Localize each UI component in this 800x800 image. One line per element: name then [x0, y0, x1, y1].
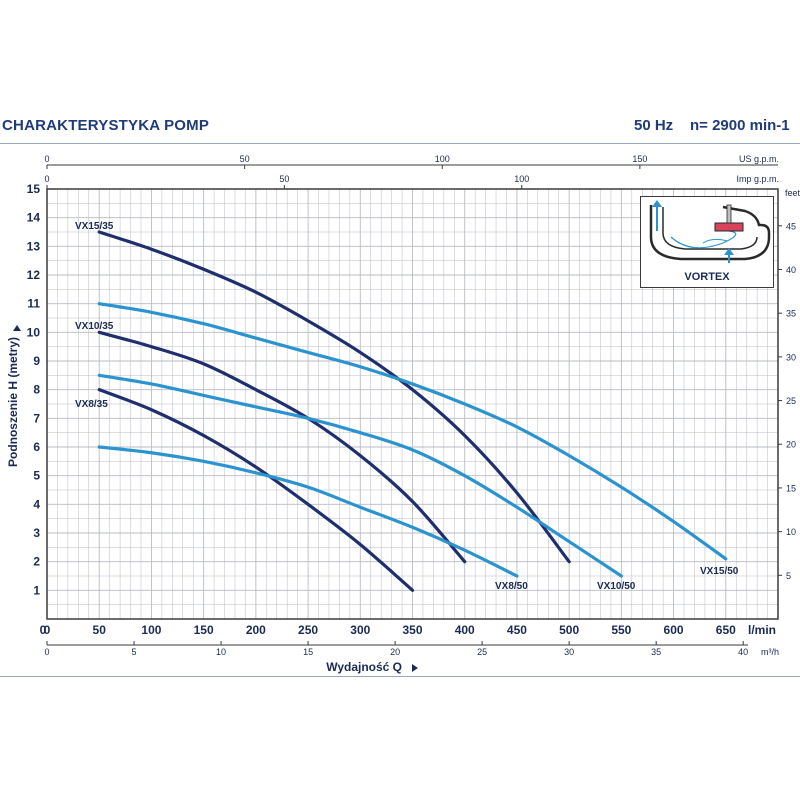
x-tick-label: 600: [664, 623, 684, 637]
x-tick-label: 650: [716, 623, 736, 637]
us-gpm-tick-label: 150: [632, 154, 647, 164]
grid-lines: [46, 188, 779, 620]
footer-rule: [0, 676, 800, 677]
y-tick-label: 2: [33, 555, 40, 569]
curve-vx10-50: [97, 373, 623, 578]
x-tick-label: 0: [44, 623, 51, 637]
imp-gpm-tick-label: 50: [279, 174, 289, 184]
m3h-tick-label: 15: [303, 647, 313, 657]
m3h-tick-label: 40: [738, 647, 748, 657]
feet-tick-label: 30: [786, 352, 796, 362]
chart-title: CHARAKTERYSTYKA POMP: [2, 117, 210, 134]
us-gpm-tick-label: 50: [240, 154, 250, 164]
curve-vx10-35: [97, 330, 467, 564]
x-tick-label: 100: [141, 623, 161, 637]
y-tick-label: 7: [33, 411, 40, 425]
vortex-label: VORTEX: [684, 271, 730, 283]
curve-vx15-35: [97, 230, 571, 564]
feet-tick-label: 10: [786, 527, 796, 537]
feet-tick-label: 15: [786, 483, 796, 493]
feet-tick-label: 40: [786, 265, 796, 275]
x-tick-label: 450: [507, 623, 527, 637]
us-gpm-tick-label: 0: [44, 154, 49, 164]
y-tick-label: 6: [33, 440, 40, 454]
y-tick-label: 4: [33, 497, 40, 511]
series-label-vx10-50: VX10/50: [597, 581, 636, 592]
x-tick-label: 400: [455, 623, 475, 637]
series-label-vx15-50: VX15/50: [700, 566, 739, 577]
y-tick-label: 13: [27, 239, 41, 253]
y-tick-label: 5: [33, 469, 40, 483]
imp-gpm-tick-label: 0: [44, 174, 49, 184]
imp-gpm-tick-label: 100: [514, 174, 529, 184]
vortex-inset: VORTEX: [640, 196, 774, 288]
feet-unit-label: feet: [785, 188, 800, 198]
x-tick-label: 350: [402, 623, 422, 637]
x-tick-label: 500: [559, 623, 579, 637]
feet-tick-label: 5: [786, 571, 791, 581]
m3h-tick-label: 0: [44, 647, 49, 657]
y-tick-label: 8: [33, 383, 40, 397]
x-axis-title: Wydajność Q: [326, 660, 402, 674]
x-tick-label: 550: [611, 623, 631, 637]
y-tick-label: 12: [27, 268, 41, 282]
us-gpm-unit-label: US g.p.m.: [739, 154, 779, 164]
y-axis-title: Podnoszenie H (metry): [6, 337, 20, 467]
curve-vx8-50: [97, 445, 519, 578]
x-tick-label: 150: [194, 623, 214, 637]
y-tick-label: 14: [27, 211, 41, 225]
feet-tick-label: 25: [786, 396, 796, 406]
x-tick-label: 50: [93, 623, 107, 637]
y-tick-label: 3: [33, 526, 40, 540]
us-gpm-tick-label: 100: [435, 154, 450, 164]
m3h-tick-label: 30: [564, 647, 574, 657]
feet-tick-label: 45: [786, 221, 796, 231]
feet-tick-label: 20: [786, 440, 796, 450]
y-axis-arrow-icon: [13, 325, 21, 331]
series-label-vx8-50: VX8/50: [495, 581, 528, 592]
frequency-label: 50 Hz: [634, 117, 674, 134]
m3h-tick-label: 5: [132, 647, 137, 657]
x-tick-label: 250: [298, 623, 318, 637]
m3h-tick-label: 10: [216, 647, 226, 657]
series-label-vx10-35: VX10/35: [75, 321, 114, 332]
curve-vx8-35: [97, 388, 415, 592]
series-label-vx8-35: VX8/35: [75, 399, 108, 410]
vortex-impeller-diagram-icon: [649, 200, 771, 263]
y-tick-label: 9: [33, 354, 40, 368]
plot-frame: [46, 188, 779, 620]
y-tick-label: 11: [27, 297, 40, 311]
feet-tick-label: 35: [786, 309, 796, 319]
m3h-tick-label: 25: [477, 647, 487, 657]
y-tick-label: 1: [33, 583, 40, 597]
speed-label: n= 2900 min-1: [690, 117, 790, 134]
imp-gpm-unit-label: Imp g.p.m.: [736, 174, 779, 184]
header-rule: [0, 143, 800, 144]
curve-vx15-50: [97, 302, 728, 561]
x-tick-label: 200: [246, 623, 266, 637]
m3h-tick-label: 35: [651, 647, 661, 657]
x-tick-label: 300: [350, 623, 370, 637]
y-tick-label: 15: [27, 182, 41, 196]
m3h-unit-label: m³/h: [761, 647, 779, 657]
x-axis-arrow-icon: [412, 664, 418, 672]
chart-header: CHARAKTERYSTYKA POMP 50 Hz n= 2900 min-1: [0, 112, 800, 142]
y-tick-label: 10: [27, 325, 41, 339]
m3h-tick-label: 20: [390, 647, 400, 657]
series-label-vx15-35: VX15/35: [75, 221, 114, 232]
y-tick-label: 0: [40, 623, 47, 637]
x-unit-label: l/min: [748, 623, 776, 637]
